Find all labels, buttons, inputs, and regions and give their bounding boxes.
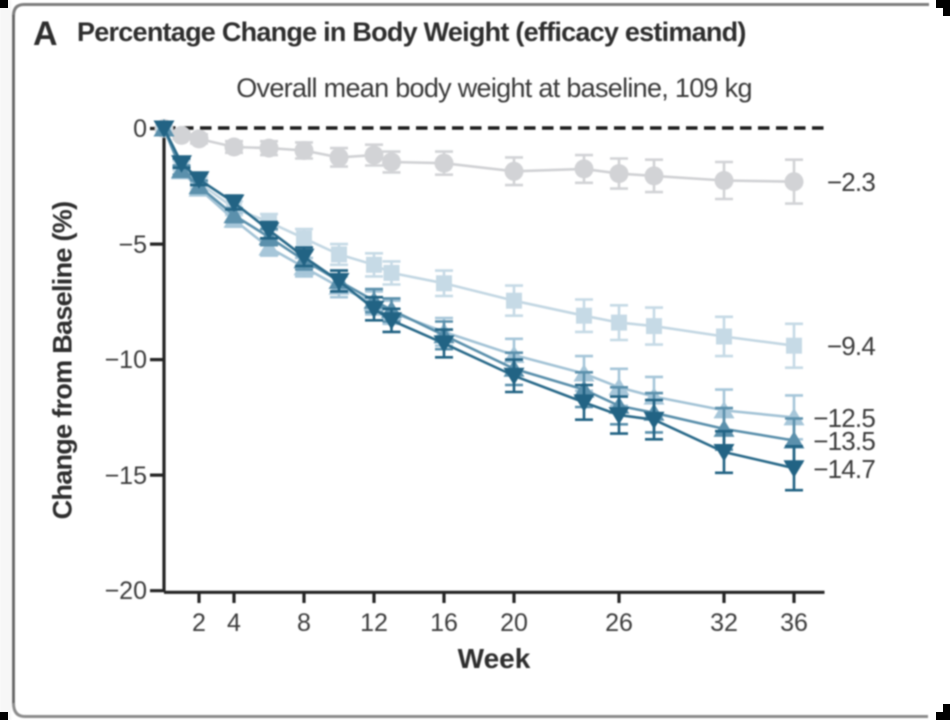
svg-text:12: 12 xyxy=(360,609,388,637)
svg-text:20: 20 xyxy=(500,609,528,637)
svg-text:16: 16 xyxy=(430,609,458,637)
svg-text:−9.4: −9.4 xyxy=(827,331,875,361)
svg-text:−15: −15 xyxy=(105,462,147,490)
svg-text:−2.3: −2.3 xyxy=(827,167,875,197)
svg-text:0: 0 xyxy=(133,115,147,143)
svg-text:−10: −10 xyxy=(105,346,147,374)
svg-text:8: 8 xyxy=(297,609,311,637)
svg-text:−20: −20 xyxy=(105,577,147,605)
svg-text:−5: −5 xyxy=(118,231,147,259)
svg-text:−13.5: −13.5 xyxy=(813,426,875,456)
svg-text:36: 36 xyxy=(780,609,808,637)
svg-text:32: 32 xyxy=(710,609,738,637)
svg-text:−14.7: −14.7 xyxy=(813,454,875,484)
svg-text:4: 4 xyxy=(227,609,241,637)
svg-text:−12.5: −12.5 xyxy=(813,403,875,433)
svg-text:26: 26 xyxy=(605,609,633,637)
svg-text:2: 2 xyxy=(192,609,206,637)
